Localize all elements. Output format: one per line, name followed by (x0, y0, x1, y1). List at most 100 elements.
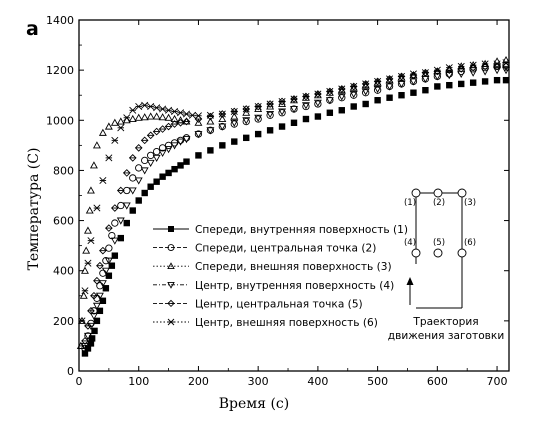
data-point (134, 177, 143, 185)
legend-label: Спереди, внутренняя поверхность (1) (195, 224, 408, 236)
data-point (83, 332, 92, 341)
data-point (182, 134, 191, 142)
data-point (314, 113, 322, 120)
diamond-shape (421, 68, 430, 77)
data-point (171, 165, 178, 173)
data-point (278, 109, 286, 117)
diamond-shape (493, 62, 501, 71)
data-point (147, 151, 155, 160)
data-point (194, 131, 203, 139)
diamond-shape (122, 169, 131, 177)
data-point (81, 337, 89, 345)
data-point (117, 201, 125, 210)
data-point (89, 312, 98, 320)
data-point (397, 80, 406, 89)
data-point (206, 111, 214, 119)
data-point (152, 127, 161, 136)
data-point (176, 118, 185, 127)
data-point (164, 122, 173, 131)
data-point (290, 105, 298, 114)
data-point (410, 89, 417, 96)
x-tick-label: 100 (128, 375, 149, 388)
data-point (290, 95, 298, 103)
data-point (93, 317, 101, 325)
panel-label: a (26, 18, 39, 40)
series-1 (81, 76, 510, 357)
data-point (458, 80, 465, 88)
data-point (243, 134, 250, 142)
legend-label: Центр, внутренняя поверхность (4) (195, 280, 394, 292)
diamond-shape (290, 95, 298, 103)
data-point (104, 257, 113, 265)
data-point (116, 217, 125, 225)
data-point (481, 68, 490, 76)
data-point (171, 107, 179, 116)
data-point (81, 287, 89, 295)
data-point (158, 113, 167, 121)
data-point (230, 120, 238, 128)
data-point (266, 100, 274, 108)
data-point (105, 224, 113, 232)
data-point (141, 189, 148, 197)
legend-marker (167, 262, 175, 270)
data-point (76, 341, 85, 349)
diamond-shape (116, 186, 125, 195)
legend-marker (167, 299, 175, 308)
data-point (95, 292, 104, 300)
legend-item-5: Центр, центральная точка (5) (153, 298, 363, 310)
data-point (158, 125, 167, 133)
data-point (266, 111, 275, 119)
data-point (170, 120, 179, 128)
data-point (84, 259, 92, 267)
data-point (493, 67, 502, 75)
data-point (129, 207, 136, 214)
thermocouple-point (457, 188, 467, 198)
data-point (493, 60, 501, 68)
series-6 (78, 59, 510, 325)
data-point (218, 110, 226, 118)
data-point (338, 107, 345, 114)
data-point (350, 103, 357, 110)
legend-item-3: Спереди, внешняя поверхность (3) (153, 261, 392, 273)
data-point (146, 112, 155, 120)
point-label: (3) (464, 198, 476, 208)
y-tick-label: 400 (53, 265, 74, 278)
data-point (338, 85, 346, 93)
data-point (386, 75, 394, 83)
legend-item-2: Спереди, центральная точка (2) (153, 243, 376, 255)
data-point (230, 107, 238, 116)
data-point (350, 91, 358, 99)
data-point (87, 306, 95, 315)
diamond-shape (128, 154, 137, 162)
data-point (128, 114, 137, 123)
data-point (469, 79, 477, 86)
thermocouple-point (411, 188, 421, 198)
data-point (230, 119, 239, 127)
data-point (105, 244, 113, 252)
data-point (140, 136, 149, 145)
legend-label: Спереди, внешняя поверхность (3) (195, 261, 392, 273)
data-point (146, 131, 155, 140)
x-tick-label: 0 (76, 375, 83, 388)
data-point (373, 85, 382, 94)
series-4 (81, 67, 510, 351)
data-point (188, 111, 196, 119)
data-point (314, 100, 322, 108)
diamond-shape (90, 291, 98, 300)
data-point (230, 112, 239, 120)
diamond-shape (134, 144, 143, 152)
data-point (98, 280, 107, 288)
data-point (102, 257, 110, 265)
data-point (123, 219, 130, 227)
data-point (96, 307, 104, 315)
data-point (242, 117, 250, 126)
diamond-shape (314, 90, 322, 98)
data-point (177, 162, 184, 169)
data-point (469, 69, 478, 77)
data-point (92, 141, 101, 149)
series-5 (81, 62, 510, 345)
data-point (147, 102, 155, 111)
diamond-shape (445, 66, 454, 74)
